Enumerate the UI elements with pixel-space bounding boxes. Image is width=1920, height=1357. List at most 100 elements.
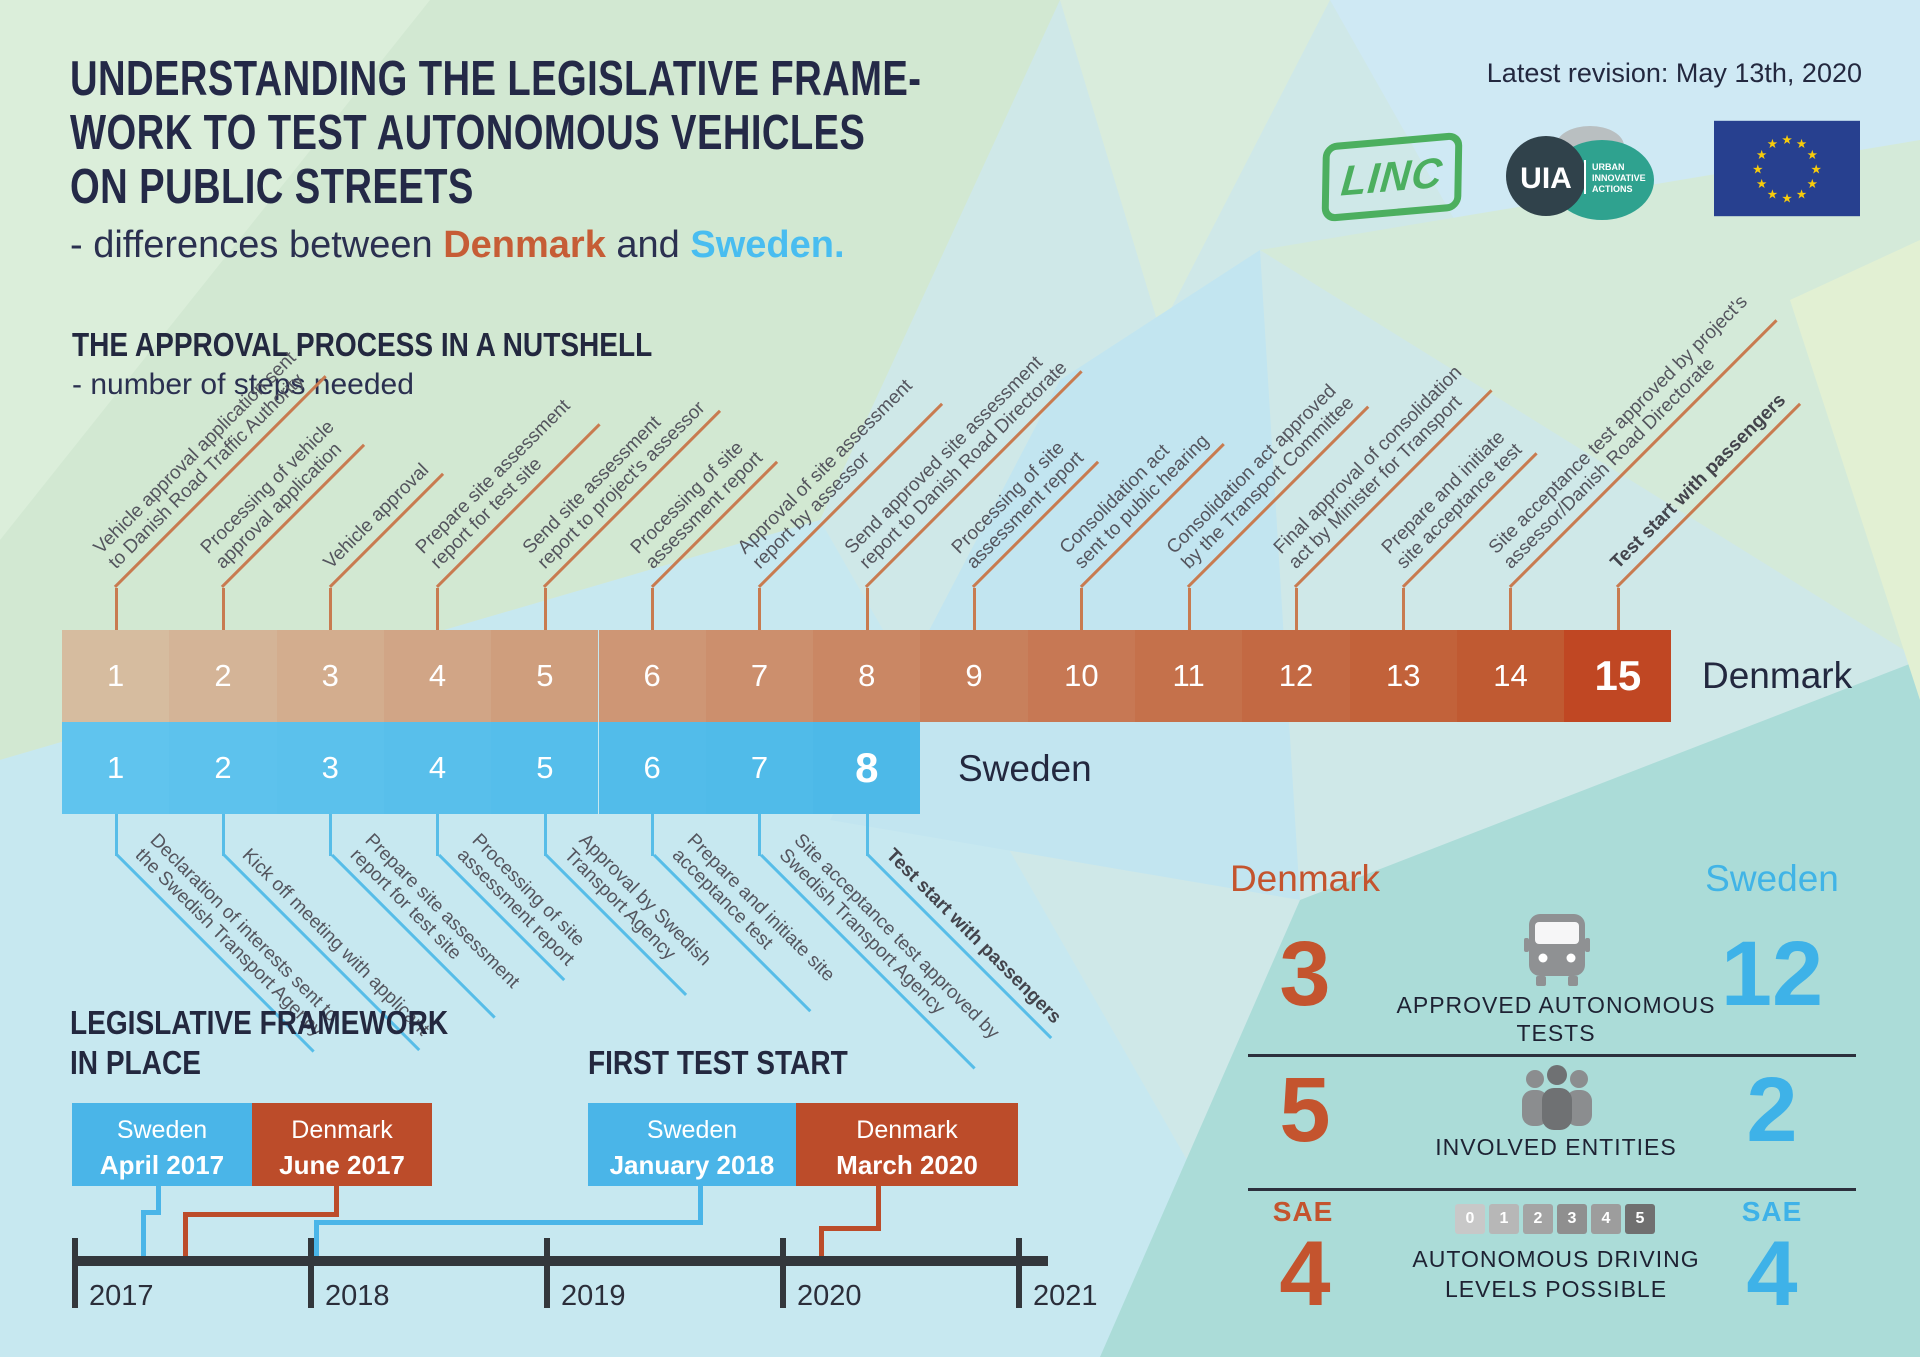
page-title: UNDERSTANDING THE LEGISLATIVE FRAME- WOR… [70, 52, 1161, 214]
denmark-step-cell-1: 1 [62, 630, 170, 722]
legislative-heading-line1: LEGISLATIVE FRAMEWORK [70, 1004, 449, 1041]
year-label: 2021 [1033, 1280, 1098, 1312]
eu-flag: ★ ★ ★ ★ ★ ★ ★ ★ ★ ★ ★ ★ [1714, 120, 1860, 222]
denmark-step-cell-15: 15 [1564, 630, 1672, 722]
event-connector-segment [876, 1186, 881, 1230]
sweden-step-cell-7: 7 [705, 722, 814, 814]
sweden-involved-entities-count: 2 [1746, 1059, 1798, 1161]
linc-logo-text: LINC [1339, 148, 1445, 205]
uia-logo-icon: UIA URBAN INNOVATIVE ACTIONS [1506, 126, 1654, 220]
svg-text:★: ★ [1796, 136, 1807, 151]
step-number: 3 [321, 658, 339, 693]
svg-text:URBAN: URBAN [1592, 162, 1625, 172]
event-connector-segment [819, 1226, 824, 1256]
step-connector-line [1294, 588, 1298, 630]
svg-text:★: ★ [1807, 147, 1818, 162]
sweden-step-cell-5: 5 [491, 722, 599, 814]
sae-level-chip-3: 3 [1557, 1204, 1587, 1234]
year-tick [72, 1238, 78, 1308]
event-country: Sweden [116, 1116, 208, 1144]
step-number: 5 [536, 750, 554, 785]
denmark-step-cell-2: 2 [169, 630, 277, 722]
svg-text:★: ★ [1781, 132, 1792, 147]
subtitle-denmark: Denmark [443, 224, 606, 266]
sae-level-chip-0: 0 [1455, 1204, 1485, 1234]
event-country: Denmark [856, 1116, 958, 1144]
title-line-1: UNDERSTANDING THE LEGISLATIVE FRAME- [70, 52, 922, 106]
year-tick [1016, 1238, 1022, 1308]
event-connector-segment [314, 1220, 319, 1256]
step-connector-line [865, 814, 869, 856]
event-country: Sweden [646, 1116, 738, 1144]
step-connector-line [221, 814, 225, 856]
step-number: 14 [1493, 658, 1528, 693]
svg-text:★: ★ [1756, 147, 1767, 162]
bus-icon [1520, 912, 1594, 993]
step-number: 8 [855, 744, 879, 791]
revision-date: Latest revision: May 13th, 2020 [1486, 58, 1862, 88]
step-number: 12 [1278, 658, 1314, 693]
svg-text:★: ★ [1807, 176, 1818, 191]
step-connector-line [436, 588, 440, 630]
sweden-approved-tests-count: 12 [1720, 923, 1824, 1025]
step-number: 3 [321, 750, 339, 785]
sweden-sae-prefix: SAE [1741, 1196, 1803, 1227]
year-tick [544, 1238, 550, 1308]
step-connector-line [1402, 588, 1406, 630]
step-number: 5 [536, 658, 554, 693]
sae-level-chip-2: 2 [1523, 1204, 1553, 1234]
uia-logo: UIA URBAN INNOVATIVE ACTIONS [1498, 122, 1666, 231]
event-box-denmark-1: Denmark June 2017 [252, 1103, 432, 1186]
driving-levels-label-line2: LEVELS POSSIBLE [1444, 1276, 1668, 1302]
denmark-step-cell-12: 12 [1242, 630, 1350, 722]
step-connector-line [651, 588, 654, 630]
step-number: 13 [1386, 658, 1421, 693]
step-connector-line [758, 588, 762, 630]
year-tick [308, 1238, 314, 1308]
step-connector-line [329, 814, 333, 856]
svg-text:★: ★ [1781, 191, 1792, 206]
step-connector-line [114, 814, 118, 856]
approval-heading: THE APPROVAL PROCESS IN A NUTSHELL [72, 326, 653, 363]
denmark-step-cell-10: 10 [1027, 630, 1135, 722]
year-label: 2017 [89, 1280, 154, 1312]
subtitle-prefix: - differences between [70, 224, 444, 266]
denmark-involved-entities-count: 5 [1279, 1059, 1331, 1161]
sweden-step-cell-6: 6 [598, 722, 706, 814]
driving-levels-label-line1: AUTONOMOUS DRIVING [1412, 1246, 1700, 1272]
event-connector-segment [183, 1212, 339, 1217]
involved-entities-label: INVOLVED ENTITIES [1435, 1134, 1677, 1160]
step-number: 11 [1172, 658, 1205, 693]
event-connector-segment [183, 1212, 188, 1256]
sweden-step-cell-2: 2 [169, 722, 277, 814]
denmark-approved-tests-count: 3 [1279, 923, 1331, 1025]
event-date: March 2020 [836, 1150, 978, 1180]
step-number: 7 [750, 658, 769, 693]
year-label: 2020 [797, 1280, 862, 1312]
step-number: 2 [214, 658, 232, 693]
step-number: 2 [214, 750, 232, 785]
step-number: 8 [858, 658, 876, 693]
legislative-heading-line2: IN PLACE [70, 1044, 201, 1081]
step-number: 1 [107, 658, 125, 693]
event-connector-segment [141, 1210, 146, 1256]
denmark-step-cell-13: 13 [1349, 630, 1457, 722]
step-connector-line [865, 588, 869, 630]
event-connector-segment [141, 1210, 161, 1215]
eu-flag-icon: ★ ★★ ★★★ ★★★ ★★★ [1714, 120, 1860, 217]
sae-level-chip-4: 4 [1591, 1204, 1621, 1234]
sweden-step-cell-3: 3 [276, 722, 384, 814]
step-connector-line [1080, 588, 1084, 630]
sweden-step-cell-8: 8 [813, 722, 921, 814]
step-connector-line [329, 588, 333, 630]
svg-text:ACTIONS: ACTIONS [1592, 184, 1633, 194]
event-date: April 2017 [99, 1150, 225, 1180]
year-label: 2019 [561, 1280, 626, 1312]
linc-logo: LINC [1321, 131, 1463, 223]
event-connector-segment [819, 1226, 881, 1231]
step-connector-line [436, 814, 440, 856]
stats-denmark-header: Denmark [1229, 858, 1381, 899]
year-tick [780, 1238, 786, 1308]
step-number: 6 [643, 658, 661, 693]
